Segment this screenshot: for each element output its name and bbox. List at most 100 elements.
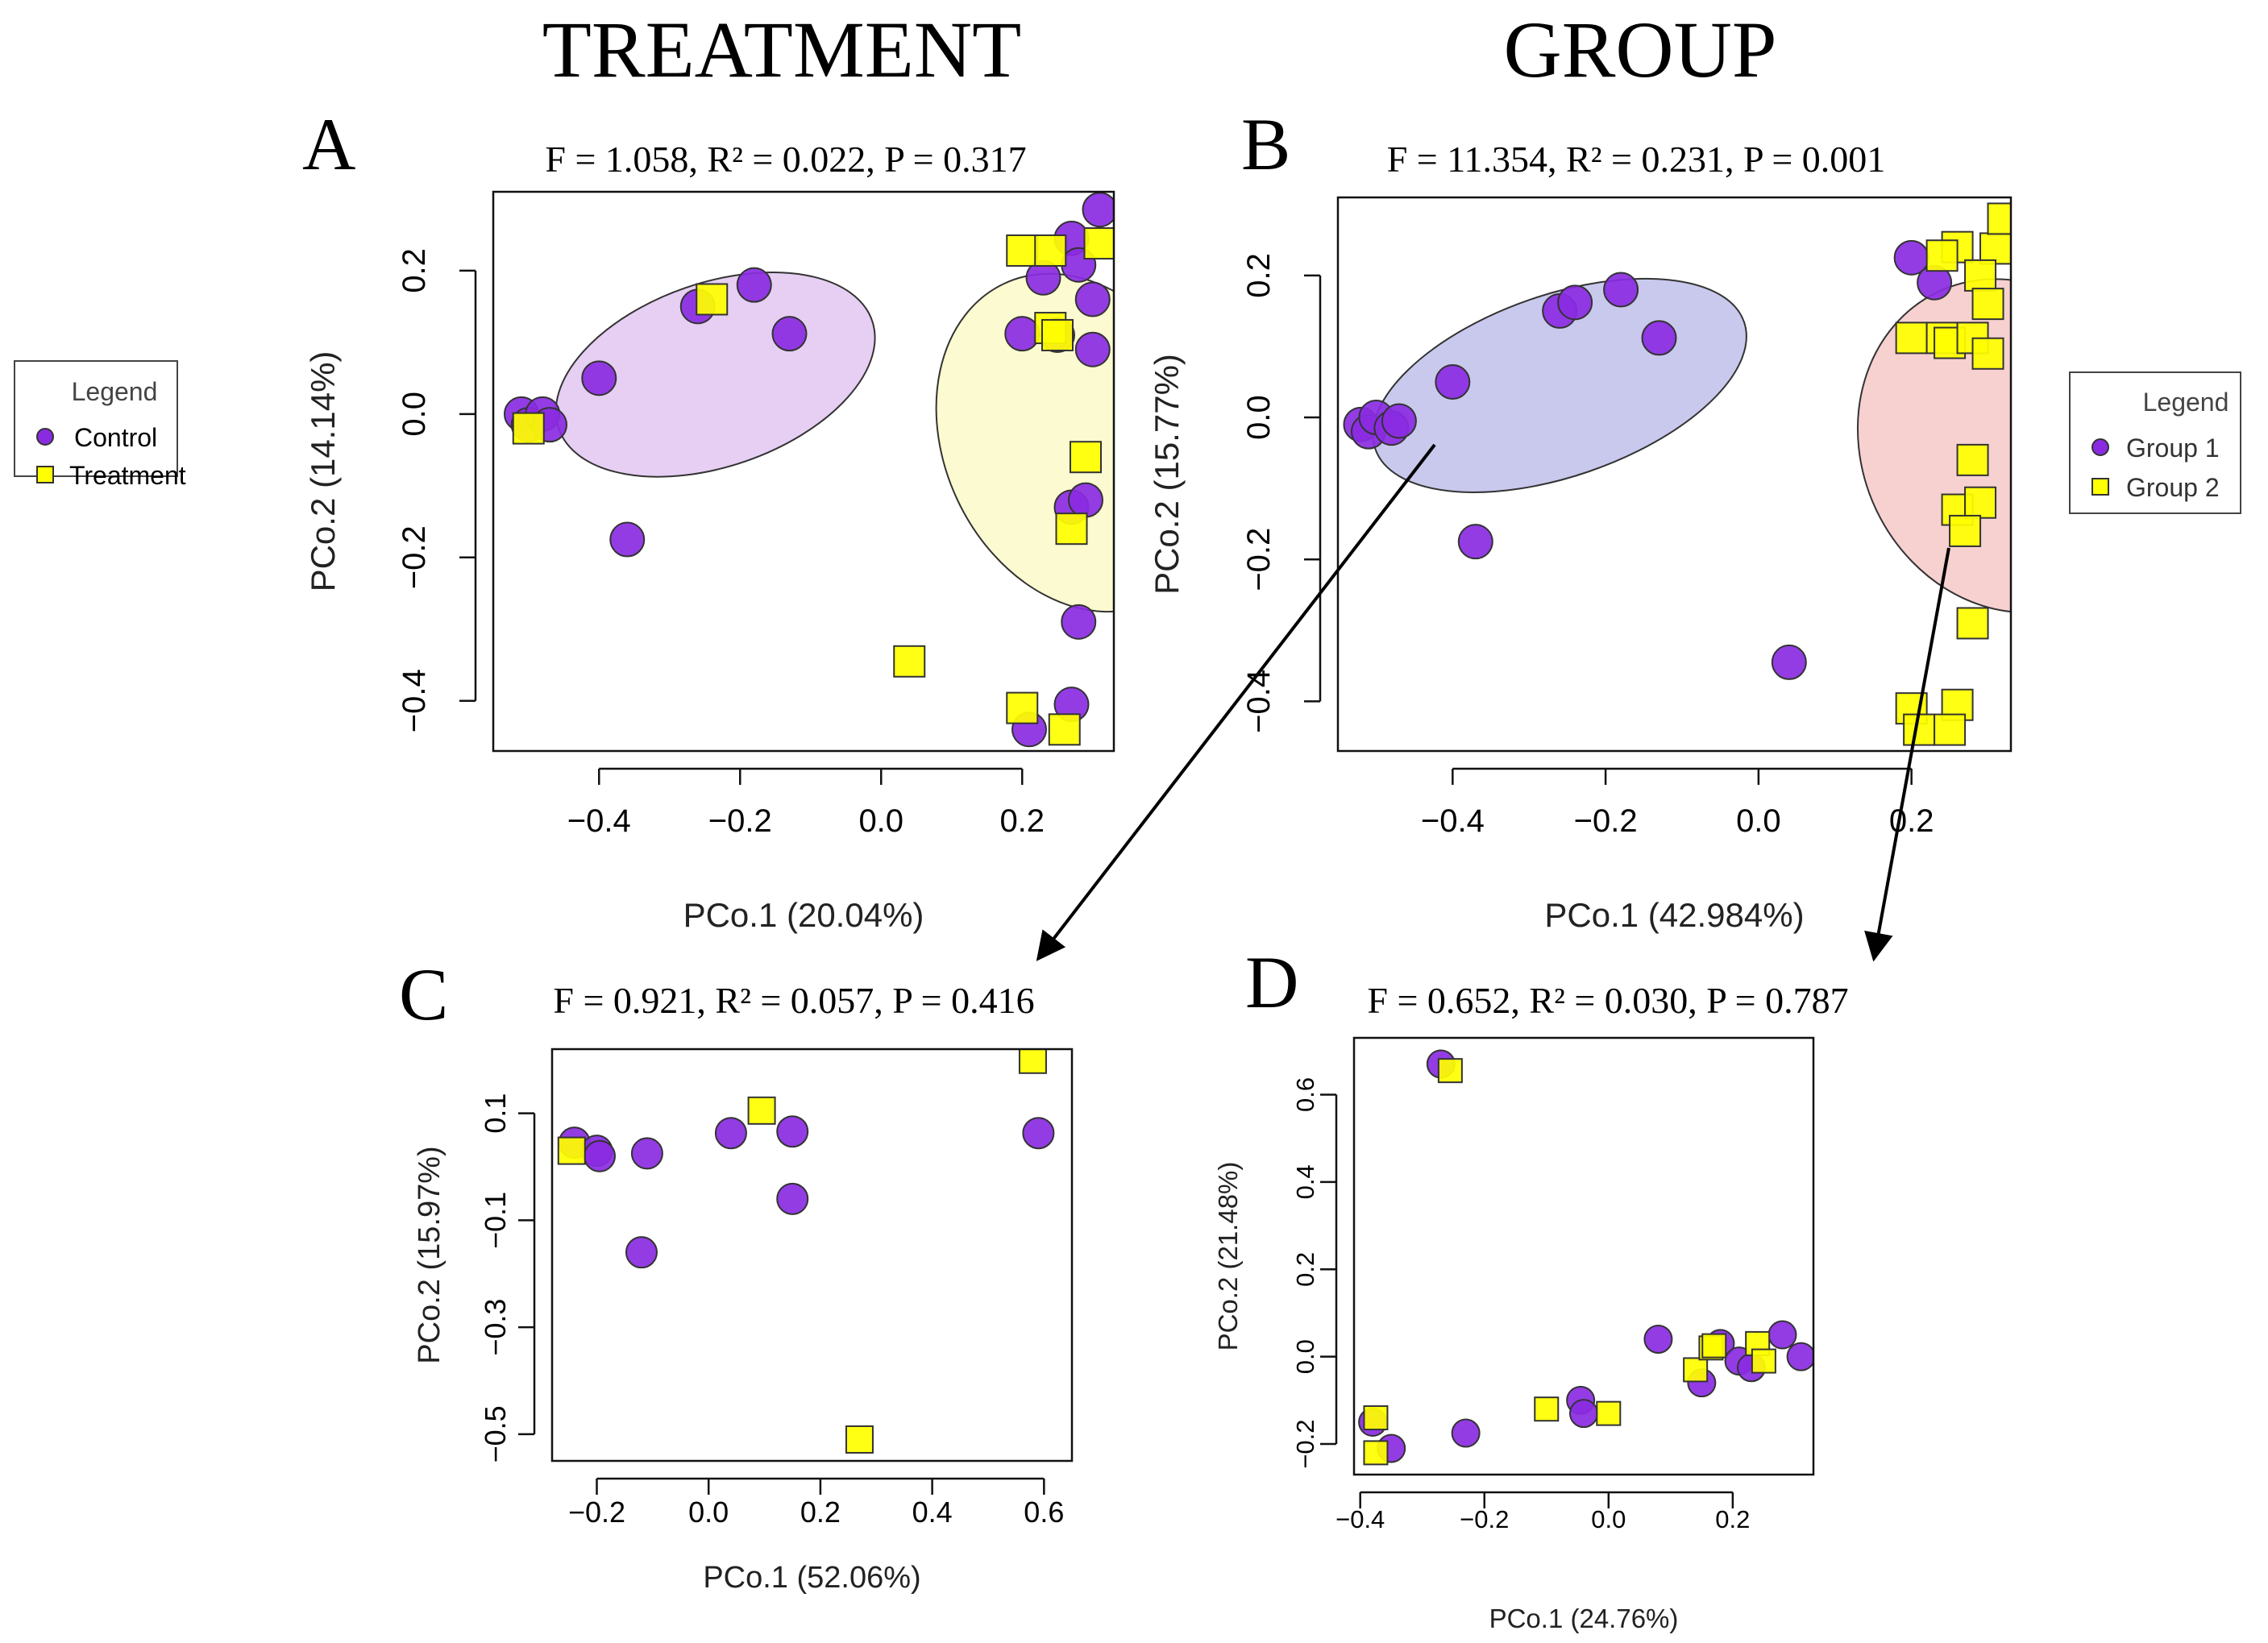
- panel-d-x-tick-label: −0.2: [1460, 1505, 1509, 1533]
- legend-a-control-label: Control: [74, 423, 157, 452]
- panel-b-ellipse-1: [1372, 277, 1747, 493]
- panel-c-control-point-3: [583, 1139, 616, 1172]
- panel-c-control-point-8: [776, 1182, 809, 1215]
- panel-a-x-tick-label: −0.4: [567, 803, 631, 839]
- panel-b-x-label: PCo.1 (42.984%): [1544, 896, 1804, 934]
- panel-b-y-tick-label: −0.2: [1241, 528, 1277, 591]
- panel-b-group-2-point-15: [1949, 514, 1982, 547]
- panel-a-treatment-point-1: [512, 412, 545, 445]
- panel-a-treatment-point-12: [1048, 713, 1081, 746]
- panel-b-group-2-point-14: [1964, 486, 1997, 519]
- panel-b-group-2-point-8: [1979, 232, 2011, 265]
- panel-b-group-1-point-10: [1603, 272, 1639, 308]
- panel-b-group-2-point-9: [1987, 202, 2011, 235]
- arrow-b-to-d: [1864, 547, 1950, 962]
- panel-c-control-point-5: [625, 1236, 658, 1269]
- panel-a-frame: [492, 190, 1115, 753]
- panel-c-x-label: PCo.1 (52.06%): [703, 1561, 920, 1595]
- panel-b-y-label: PCo.2 (15.77%): [1148, 354, 1186, 595]
- legend-a-treatment-label: Treatment: [69, 461, 186, 490]
- panel-b-group-1-point-11: [1641, 320, 1677, 356]
- panel-d-group-2-point-6: [1683, 1357, 1709, 1383]
- legend-a: Legend Control Treatment: [14, 360, 186, 490]
- panel-d-x-tick-label: −0.4: [1335, 1505, 1385, 1533]
- panel-b-group-2-point-10: [1964, 259, 1997, 292]
- panel-a-x-label: PCo.1 (20.04%): [683, 896, 924, 934]
- panel-a-treatment-point-5: [1083, 227, 1114, 260]
- panel-c-control-point-6: [714, 1117, 747, 1150]
- panel-c-treatment-point-4: [845, 1425, 874, 1454]
- panel-b-x-tick-label: −0.2: [1574, 803, 1638, 839]
- panel-a-plot: −0.4 −0.2 0.0 0.2 0.2 0.0 −0.2 −0.4 PCo.1 (20.04…: [304, 190, 1115, 934]
- panel-a-y-tick-label: −0.4: [397, 669, 432, 732]
- panel-c-x-tick-label: 0.6: [1024, 1496, 1064, 1529]
- panel-c-treatment-point-1: [557, 1136, 586, 1165]
- panel-a-control-point-9: [771, 316, 808, 352]
- panel-c-stats: F = 0.921, R² = 0.057, P = 0.416: [553, 980, 1034, 1021]
- panel-d-group-2-point-2: [1363, 1405, 1389, 1431]
- panel-c-control-point-9: [1022, 1117, 1055, 1150]
- panel-b-y-tick-label: 0.2: [1241, 253, 1277, 298]
- panel-c-plot: −0.2 0.0 0.2 0.4 0.6 0.1 −0.1 −0.3 −0.5 PCo.1 (52…: [413, 1048, 1074, 1595]
- arrow-b-to-c: [1036, 443, 1436, 961]
- panel-a-control-point-17: [1074, 331, 1111, 367]
- panel-a-control-point-16: [1074, 281, 1111, 317]
- legend-b-group2-label: Group 2: [2126, 473, 2220, 502]
- panel-a-x-tick-label: 0.2: [999, 803, 1045, 839]
- panel-a-x-tick-label: 0.0: [858, 803, 903, 839]
- panel-a-control-point-20: [1061, 604, 1097, 640]
- panel-b-group-1-point-14: [1771, 644, 1807, 680]
- panel-c-y-tick-label: −0.5: [479, 1405, 512, 1463]
- panel-b-points: [1343, 202, 2011, 746]
- panel-b-x-tick-label: −0.4: [1421, 803, 1485, 839]
- panel-b-frame: [1336, 196, 2013, 753]
- panel-c-x-tick-label: −0.2: [568, 1496, 625, 1529]
- panel-b-group-1-point-5: [1381, 403, 1417, 439]
- legend-b-group1-marker: [2091, 438, 2109, 456]
- panel-a-treatment-point-2: [696, 283, 729, 316]
- panel-b-y-tick-label: −0.4: [1241, 670, 1277, 733]
- panel-a-treatment-point-3: [1006, 234, 1039, 267]
- panel-d-y-tick-label: 0.6: [1291, 1077, 1319, 1112]
- panel-d-y-tick-label: −0.2: [1291, 1419, 1319, 1468]
- panel-a-control-point-5: [581, 360, 617, 396]
- panel-d-points: [1358, 1049, 1813, 1466]
- panel-c-y-tick-label: −0.1: [479, 1192, 512, 1249]
- panel-a-y-tick-label: 0.2: [397, 248, 432, 293]
- panel-c-frame: [550, 1048, 1074, 1463]
- legend-b: Legend Group 1 Group 2: [2069, 371, 2241, 514]
- panel-b-group-2-point-11: [1971, 288, 2004, 321]
- heading-treatment: TREATMENT: [542, 5, 1021, 94]
- panel-d-y-tick-label: 0.0: [1291, 1339, 1319, 1374]
- panel-a-treatment-point-9: [1055, 512, 1088, 546]
- panel-c-control-point-7: [776, 1115, 809, 1148]
- panel-d-frame: [1352, 1036, 1815, 1476]
- legend-b-title: Legend: [2143, 388, 2229, 417]
- panel-b-group-2-point-7: [1925, 239, 1959, 272]
- panel-c-x-tick-label: 0.4: [912, 1496, 953, 1529]
- panel-d-stats: F = 0.652, R² = 0.030, P = 0.787: [1367, 980, 1848, 1021]
- panel-c-control-point-4: [630, 1137, 663, 1170]
- panel-d-group-2-point-1: [1437, 1058, 1463, 1084]
- panel-a-y-label: PCo.2 (14.14%): [304, 351, 342, 592]
- panel-d-x-label: PCo.1 (24.76%): [1489, 1604, 1679, 1633]
- panel-a-points: [504, 192, 1114, 748]
- panel-a-treatment-point-11: [1006, 691, 1039, 724]
- legend-a-box: [14, 360, 178, 477]
- panel-c-x-tick-label: 0.0: [688, 1496, 729, 1529]
- panel-b-group-1-point-9: [1557, 284, 1593, 321]
- panel-d-group-2-point-5: [1596, 1400, 1622, 1426]
- panel-a-treatment-point-7: [1041, 318, 1074, 351]
- panel-d-y-tick-label: 0.2: [1291, 1252, 1319, 1287]
- panel-a-treatment-point-4: [1034, 234, 1067, 267]
- panel-c-y-tick-label: 0.1: [479, 1093, 512, 1134]
- panel-d-group-1-point-7: [1643, 1324, 1673, 1354]
- panel-d-group-1-point-6: [1569, 1399, 1598, 1429]
- panel-b-group-2-point-12: [1956, 443, 1989, 476]
- panel-a-control-point-8: [736, 267, 772, 303]
- panel-d-y-tick-label: 0.4: [1291, 1164, 1319, 1199]
- panel-b-y-tick-label: 0.0: [1241, 395, 1277, 440]
- panel-c-y-tick-label: −0.3: [479, 1299, 512, 1356]
- legend-b-group1-label: Group 1: [2126, 434, 2220, 463]
